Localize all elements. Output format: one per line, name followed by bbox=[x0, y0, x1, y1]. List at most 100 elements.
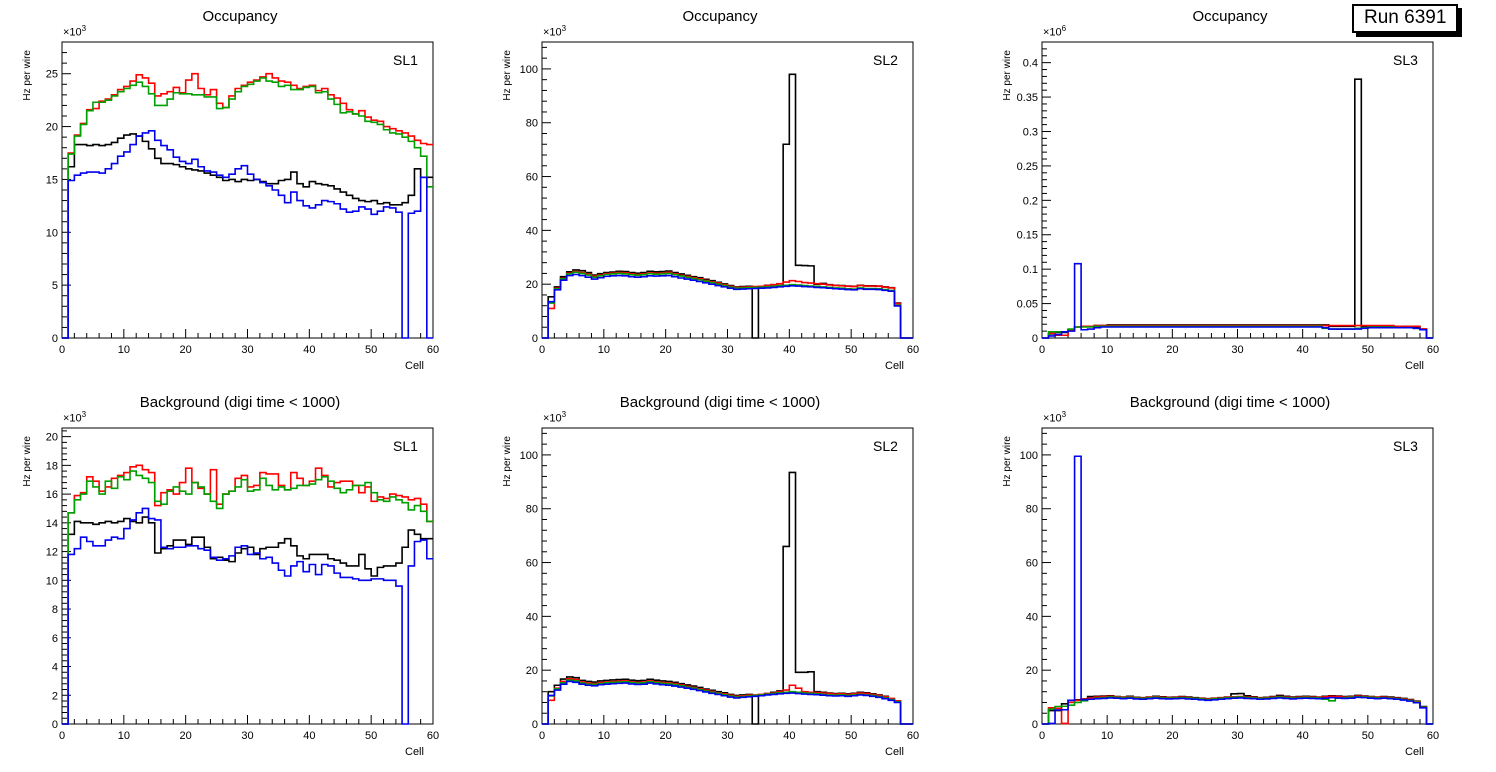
y-tick-label: 20 bbox=[46, 432, 58, 444]
plot-area-top-sl2: 0 10 20 30 40 50 60 0 20 40 60 80 100 bbox=[520, 41, 919, 356]
x-tick-label: 0 bbox=[59, 344, 65, 356]
x-tick-label: 10 bbox=[598, 344, 610, 356]
superlayer-annotation: SL2 bbox=[873, 52, 898, 68]
y-tick-label: 20 bbox=[526, 279, 538, 291]
x-axis-title: Cell bbox=[1405, 360, 1424, 372]
x-tick-label: 50 bbox=[365, 344, 377, 356]
x-tick-label: 10 bbox=[1101, 344, 1113, 356]
y-tick-label: 20 bbox=[1026, 665, 1038, 677]
x-tick-label: 60 bbox=[1427, 730, 1439, 742]
y-tick-label: 20 bbox=[526, 665, 538, 677]
histogram-series-layer1 bbox=[62, 516, 433, 725]
histogram-series-layer1 bbox=[62, 133, 433, 339]
y-tick-label: 100 bbox=[520, 450, 538, 462]
y-tick-label: 60 bbox=[526, 172, 538, 184]
x-tick-label: 30 bbox=[721, 730, 733, 742]
x-tick-label: 50 bbox=[845, 730, 857, 742]
histogram-series-layer2 bbox=[542, 270, 913, 339]
y-tick-label: 20 bbox=[46, 122, 58, 134]
x-tick-label: 50 bbox=[1362, 730, 1374, 742]
superlayer-annotation: SL3 bbox=[1393, 438, 1418, 454]
x-tick-label: 20 bbox=[660, 730, 672, 742]
y-tick-label: 40 bbox=[1026, 611, 1038, 623]
x-tick-label: 50 bbox=[845, 344, 857, 356]
x-axis-title: Cell bbox=[405, 746, 424, 758]
y-tick-label: 12 bbox=[46, 547, 58, 559]
y-tick-label: 0 bbox=[1032, 333, 1038, 345]
y-tick-label: 0 bbox=[52, 333, 58, 345]
superlayer-annotation: SL1 bbox=[393, 438, 418, 454]
y-tick-label: 2 bbox=[52, 690, 58, 702]
plot-title: Background (digi time < 1000) bbox=[619, 394, 821, 411]
x-tick-label: 60 bbox=[1427, 344, 1439, 356]
y-tick-label: 0.3 bbox=[1023, 126, 1038, 138]
plot-panel-top-sl2: Occupancy ×103 Hz per wire Cell SL2 0 10 20 30 40… bbox=[480, 0, 960, 386]
x-axis-title: Cell bbox=[405, 360, 424, 372]
x-tick-label: 20 bbox=[660, 344, 672, 356]
x-tick-label: 20 bbox=[180, 344, 192, 356]
x-tick-label: 60 bbox=[427, 730, 439, 742]
histogram-series-layer1 bbox=[542, 73, 913, 339]
y-tick-label: 100 bbox=[520, 64, 538, 76]
y-tick-label: 6 bbox=[52, 633, 58, 645]
x-tick-label: 60 bbox=[907, 344, 919, 356]
superlayer-annotation: SL1 bbox=[393, 52, 418, 68]
y-tick-label: 0 bbox=[1032, 719, 1038, 731]
y-tick-label: 0 bbox=[52, 719, 58, 731]
x-tick-label: 30 bbox=[1231, 344, 1243, 356]
x-axis-title: Cell bbox=[885, 746, 904, 758]
y-tick-label: 5 bbox=[52, 280, 58, 292]
y-tick-label: 14 bbox=[46, 518, 58, 530]
superlayer-annotation: SL3 bbox=[1393, 52, 1418, 68]
y-tick-label: 16 bbox=[46, 489, 58, 501]
histogram-series-layer4 bbox=[1042, 262, 1433, 339]
x-tick-label: 10 bbox=[118, 344, 130, 356]
y-tick-label: 8 bbox=[52, 604, 58, 616]
plot-title: Occupancy bbox=[682, 8, 758, 25]
plot-panel-bot-sl2: Background (digi time < 1000) ×103 Hz per … bbox=[480, 386, 960, 772]
y-tick-label: 40 bbox=[526, 611, 538, 623]
y-tick-label: 25 bbox=[46, 69, 58, 81]
x-tick-label: 0 bbox=[539, 730, 545, 742]
plot-frame bbox=[1041, 427, 1434, 725]
y-tick-label: 0.2 bbox=[1023, 195, 1038, 207]
y-axis-exponent: ×103 bbox=[63, 24, 87, 39]
plot-frame bbox=[1041, 41, 1434, 339]
histogram-series-layer4 bbox=[1042, 455, 1433, 725]
run-label-text: Run 6391 bbox=[1364, 7, 1447, 28]
plot-panel-top-sl1: Occupancy ×103 Hz per wire Cell SL1 0 10 20 30 40… bbox=[0, 0, 480, 386]
y-tick-label: 18 bbox=[46, 460, 58, 472]
y-tick-label: 80 bbox=[1026, 504, 1038, 516]
plot-title: Occupancy bbox=[202, 8, 278, 25]
y-axis-exponent: ×106 bbox=[1043, 24, 1067, 39]
y-tick-label: 80 bbox=[526, 118, 538, 130]
x-tick-label: 60 bbox=[907, 730, 919, 742]
y-tick-label: 0 bbox=[532, 333, 538, 345]
x-tick-label: 40 bbox=[303, 730, 315, 742]
histogram-series-layer3 bbox=[62, 77, 433, 339]
y-tick-label: 100 bbox=[1020, 450, 1038, 462]
x-tick-label: 60 bbox=[427, 344, 439, 356]
histogram-series-layer3 bbox=[62, 470, 433, 725]
x-tick-label: 0 bbox=[1039, 344, 1045, 356]
x-tick-label: 50 bbox=[1362, 344, 1374, 356]
plot-area-top-sl1: 0 10 20 30 40 50 60 0 5 10 15 20 25 bbox=[46, 41, 439, 356]
histogram-series-layer4 bbox=[542, 273, 913, 339]
plot-title: Background (digi time < 1000) bbox=[1129, 394, 1331, 411]
histogram-series-layer1 bbox=[1042, 78, 1433, 339]
x-tick-label: 10 bbox=[118, 730, 130, 742]
superlayer-annotation: SL2 bbox=[873, 438, 898, 454]
x-tick-label: 0 bbox=[539, 344, 545, 356]
x-tick-label: 30 bbox=[1231, 730, 1243, 742]
y-axis-exponent: ×103 bbox=[543, 24, 567, 39]
plot-frame bbox=[541, 41, 914, 339]
plot-area-top-sl3: 0 10 20 30 40 50 60 0 0.05 0.1 0.15 0.2 0.25 0.3 0.35 0… bbox=[1017, 41, 1439, 356]
y-tick-label: 0.35 bbox=[1017, 92, 1038, 104]
x-tick-label: 30 bbox=[721, 344, 733, 356]
x-tick-label: 20 bbox=[1166, 344, 1178, 356]
y-tick-label: 4 bbox=[52, 662, 58, 674]
x-tick-label: 0 bbox=[1039, 730, 1045, 742]
y-axis-exponent: ×103 bbox=[1043, 410, 1067, 425]
y-axis-exponent: ×103 bbox=[543, 410, 567, 425]
